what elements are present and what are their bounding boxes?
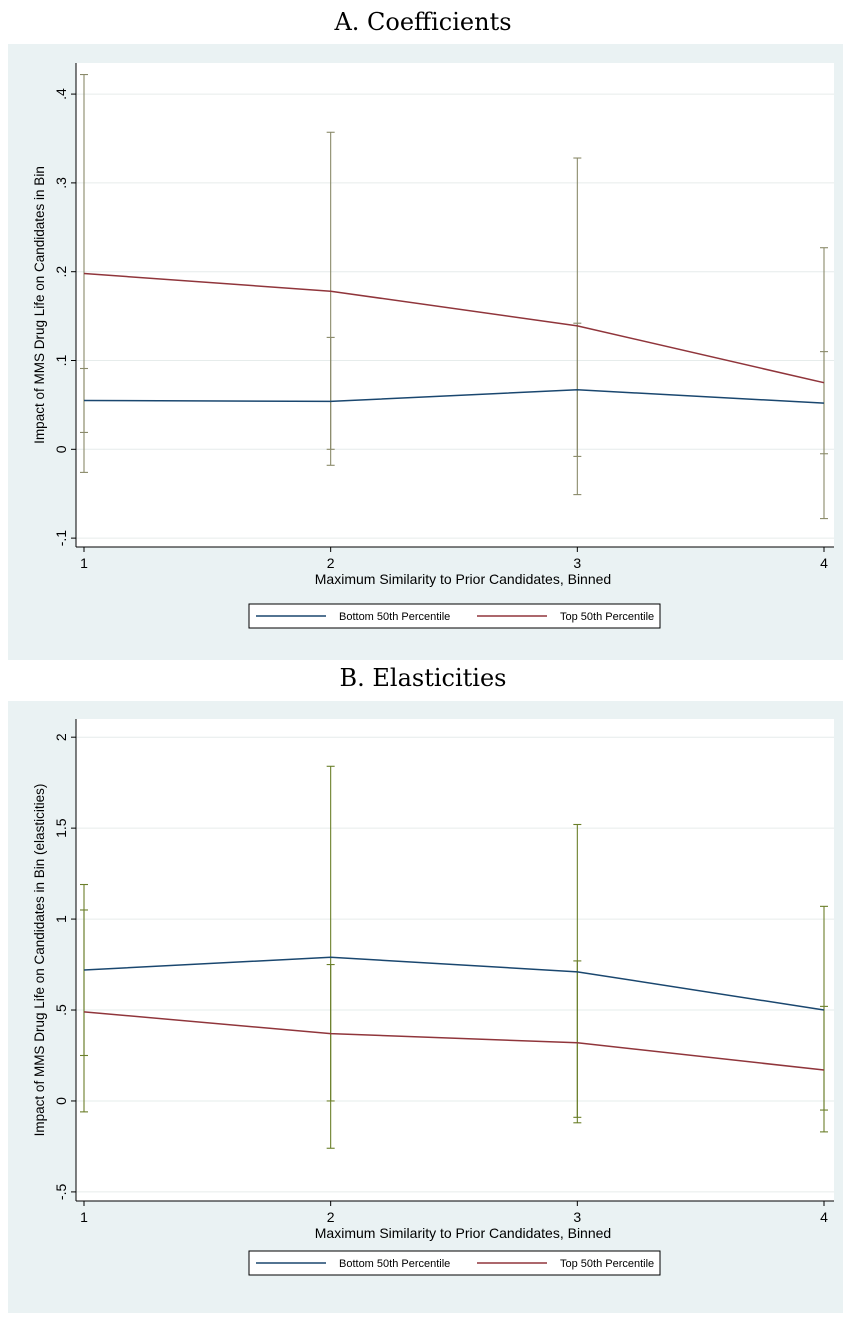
y-axis-title: Impact of MMS Drug Life on Candidates in… xyxy=(32,166,47,444)
y-tick-label: 1 xyxy=(53,915,69,923)
panel-b-title: B. Elasticities xyxy=(339,664,507,692)
y-tick-label: 0 xyxy=(53,445,69,453)
y-tick-label: .4 xyxy=(53,88,69,100)
y-tick-label: 1.5 xyxy=(53,818,69,838)
plot-area xyxy=(76,719,834,1201)
legend-label: Top 50th Percentile xyxy=(560,611,654,623)
y-tick-label: 0 xyxy=(53,1097,69,1105)
x-tick-label: 4 xyxy=(820,555,828,571)
x-axis-title: Maximum Similarity to Prior Candidates, … xyxy=(315,1225,611,1241)
y-tick-label: -.5 xyxy=(53,1184,69,1201)
y-tick-label: .5 xyxy=(53,1004,69,1016)
panel-a-title: A. Coefficients xyxy=(334,8,512,36)
y-tick-label: .1 xyxy=(53,354,69,366)
x-tick-label: 4 xyxy=(820,1209,828,1225)
y-tick-label: .3 xyxy=(53,177,69,189)
series-line-top-50 xyxy=(83,1011,825,1071)
x-tick-label: 2 xyxy=(327,555,335,571)
series-line-top-50 xyxy=(83,272,825,384)
x-tick-label: 3 xyxy=(573,1209,581,1225)
elasticities-chart: -.5 0 .5 1 1.5 2 1 2 3 4 Maximum Similarity to Pri… xyxy=(8,701,843,1313)
plot-area xyxy=(76,63,834,547)
series-line-bottom-50 xyxy=(83,389,825,404)
y-axis-title: Impact of MMS Drug Life on Candidates in… xyxy=(32,784,47,1137)
y-tick-label: 2 xyxy=(53,733,69,741)
coefficients-chart: -.1 0 .1 .2 .3 .4 1 2 3 4 Maximum Similarity to Pr… xyxy=(8,44,843,660)
y-tick-label: .2 xyxy=(53,266,69,278)
series-line-bottom-50 xyxy=(83,956,825,1011)
x-tick-label: 3 xyxy=(573,555,581,571)
x-axis-title: Maximum Similarity to Prior Candidates, … xyxy=(315,571,611,587)
x-tick-label: 1 xyxy=(80,1209,88,1225)
legend-label: Bottom 50th Percentile xyxy=(339,611,450,623)
x-tick-label: 1 xyxy=(80,555,88,571)
x-tick-label: 2 xyxy=(327,1209,335,1225)
legend-label: Bottom 50th Percentile xyxy=(339,1258,450,1270)
y-tick-label: -.1 xyxy=(53,530,69,547)
legend-label: Top 50th Percentile xyxy=(560,1258,654,1270)
